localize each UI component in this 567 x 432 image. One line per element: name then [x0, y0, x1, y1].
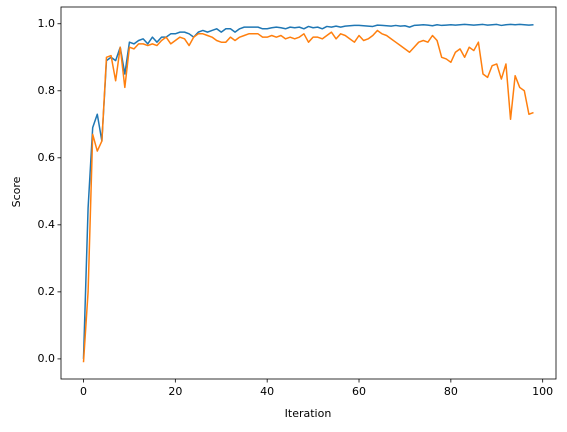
y-tick-label: 0.6	[38, 151, 56, 164]
x-tick-label: 0	[80, 385, 87, 398]
line-series	[82, 29, 534, 363]
x-tick-label: 100	[532, 385, 553, 398]
y-axis-label: Score	[10, 176, 23, 207]
y-tick-label: 0.2	[38, 285, 56, 298]
y-tick-label: 0.0	[38, 352, 56, 365]
x-tick-label: 80	[444, 385, 458, 398]
y-tick-label: 1.0	[38, 17, 56, 30]
x-tick-label: 60	[352, 385, 366, 398]
plot-frame	[60, 6, 557, 380]
x-tick-label: 40	[260, 385, 274, 398]
y-tick-label: 0.4	[38, 218, 56, 231]
y-tick-label: 0.8	[38, 84, 56, 97]
x-tick-label: 20	[168, 385, 182, 398]
x-axis-label: Iteration	[285, 407, 332, 420]
line-series	[82, 23, 534, 359]
